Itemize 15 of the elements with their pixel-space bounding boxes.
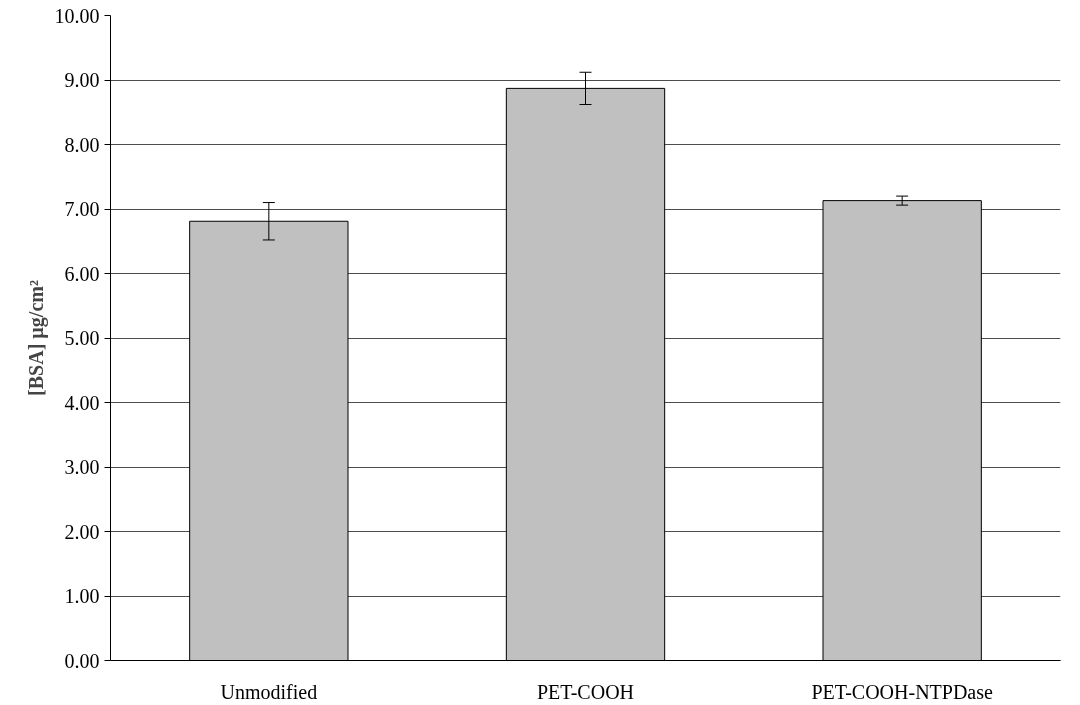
y-axis-title: [BSA] µg/cm² [24,280,48,396]
y-tick-label: 2.00 [64,520,100,543]
x-tick-label: PET-COOH [536,680,635,703]
y-tick-label: 3.00 [64,456,100,478]
y-tick-label: 4.00 [64,391,100,414]
y-tick-label: 5.00 [64,327,100,349]
y-tick-label: 8.00 [64,133,100,156]
y-tick-label: 10.00 [54,4,100,27]
y-tick-label: 6.00 [64,262,100,285]
y-tick-label: 9.00 [64,69,100,91]
x-tick-label: PET-COOH-NTPDase [811,680,994,703]
y-tick-label: 1.00 [64,585,100,607]
y-tick-label: 0.00 [64,649,100,672]
x-tick-label: Unmodified [220,680,318,703]
y-tick-label: 7.00 [64,198,100,220]
